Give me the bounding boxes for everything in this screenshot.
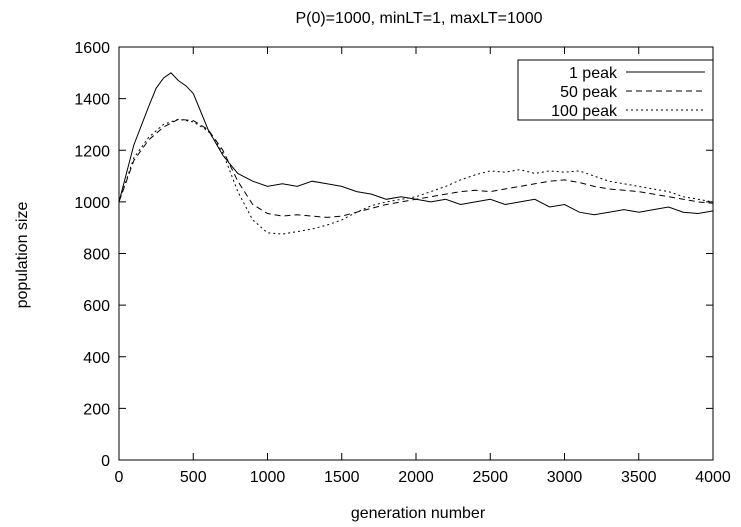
series-line-2 <box>118 118 714 218</box>
y-tick-label: 1000 <box>74 195 110 212</box>
legend: 1 peak 50 peak 100 peak <box>517 59 714 121</box>
y-tick-label: 400 <box>83 350 110 367</box>
y-tick-label: 0 <box>101 453 110 470</box>
x-tick-label: 1500 <box>324 469 360 486</box>
x-tick-label: 4000 <box>695 469 731 486</box>
y-tick-label: 1600 <box>74 40 110 57</box>
legend-label: 50 peak <box>560 84 618 101</box>
y-tick-label: 1200 <box>74 143 110 160</box>
x-tick-label: 500 <box>180 469 207 486</box>
y-tick-label: 200 <box>83 401 110 418</box>
x-axis-label: generation number <box>351 505 486 522</box>
legend-label: 100 peak <box>551 103 618 120</box>
legend-label: 1 peak <box>569 65 618 82</box>
y-tick-label: 800 <box>83 247 110 264</box>
series-line-3 <box>118 118 714 235</box>
series-line-1 <box>118 72 714 216</box>
x-tick-label: 0 <box>115 469 124 486</box>
y-tick-label: 600 <box>83 298 110 315</box>
y-tick-label: 1400 <box>74 92 110 109</box>
legend-box <box>517 59 714 121</box>
x-tick-label: 3500 <box>621 469 657 486</box>
x-tick-label: 1000 <box>250 469 286 486</box>
x-tick-label: 2500 <box>472 469 508 486</box>
chart-title: P(0)=1000, minLT=1, maxLT=1000 <box>295 10 542 27</box>
x-tick-label: 2000 <box>398 469 434 486</box>
y-axis-label: population size <box>14 202 31 309</box>
x-tick-label: 3000 <box>547 469 583 486</box>
